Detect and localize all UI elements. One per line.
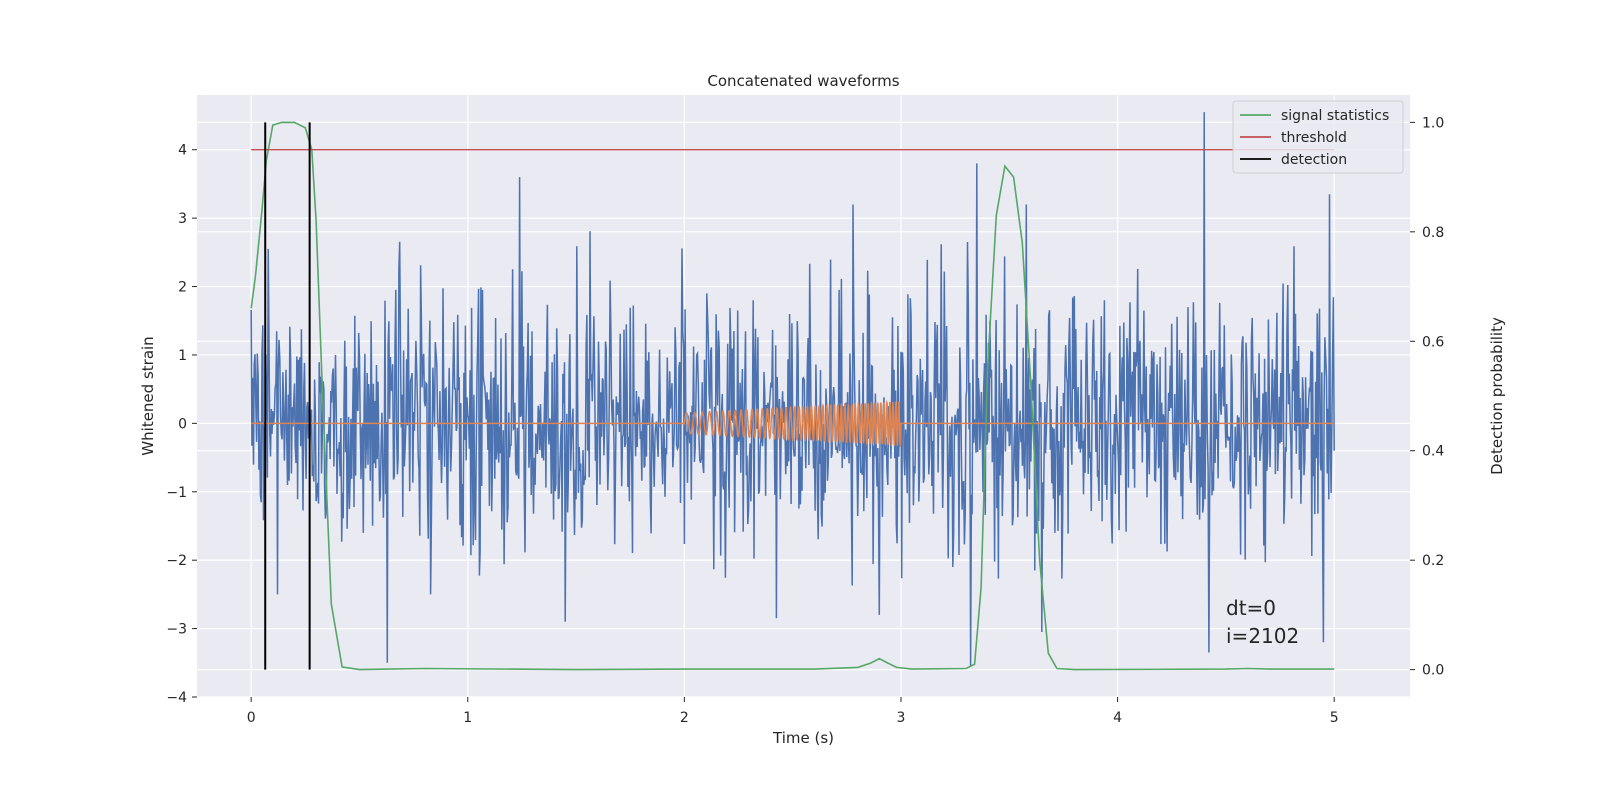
legend-box [1232, 100, 1404, 174]
plot-series [250, 112, 1335, 671]
legend: signal statistics threshold detection [1232, 100, 1404, 174]
signal-statistics-series [250, 121, 1335, 671]
y-left-tick-label: −2 [166, 553, 187, 569]
x-tick-label: 4 [1113, 710, 1122, 726]
x-tick-label: 0 [247, 710, 256, 726]
legend-label-detection: detection [1281, 152, 1347, 168]
detection-lines [264, 122, 311, 670]
legend-label-threshold: threshold [1281, 130, 1347, 146]
plot-area [197, 95, 1410, 697]
whitened-strain-series [250, 112, 1335, 667]
y-left-tick-label: 2 [178, 280, 187, 296]
y-right-tick-label: 1.0 [1422, 115, 1444, 131]
x-tick-label: 1 [463, 710, 472, 726]
y-left-tick-label: 3 [178, 211, 187, 227]
annotation-index: i=2102 [1226, 624, 1299, 648]
y-left-tick-label: 0 [178, 416, 187, 432]
y-right-tick-label: 0.2 [1422, 553, 1444, 569]
y-axis-label-left: Whitened strain [139, 336, 157, 455]
x-tick-label: 3 [897, 710, 906, 726]
y-left-tick-label: 4 [178, 143, 187, 159]
annotation-dt: dt=0 [1226, 596, 1276, 620]
x-tick-label: 5 [1330, 710, 1339, 726]
y-left-tick-label: −3 [166, 622, 187, 638]
y-right-tick-label: 0.4 [1422, 444, 1444, 460]
y-right-tick-label: 0.6 [1422, 334, 1444, 350]
injected-chirp-series [251, 399, 1335, 448]
y-left-tick-label: −4 [166, 690, 187, 706]
legend-label-signal-statistics: signal statistics [1281, 108, 1389, 124]
y-right-tick-label: 0.8 [1422, 225, 1444, 241]
axis-ticks: 0 1 2 3 4 5 −4 −3 −2 −1 0 1 2 3 4 0.0 0.2 0.4 0.6 0.8 1.0 [166, 115, 1444, 726]
y-axis-label-right: Detection probability [1488, 317, 1506, 475]
chart-title: Concatenated waveforms [707, 72, 899, 90]
y-left-tick-label: 1 [178, 348, 187, 364]
y-right-tick-label: 0.0 [1422, 663, 1444, 679]
x-tick-label: 2 [680, 710, 689, 726]
y-left-tick-label: −1 [166, 485, 187, 501]
x-axis-label: Time (s) [772, 729, 834, 747]
